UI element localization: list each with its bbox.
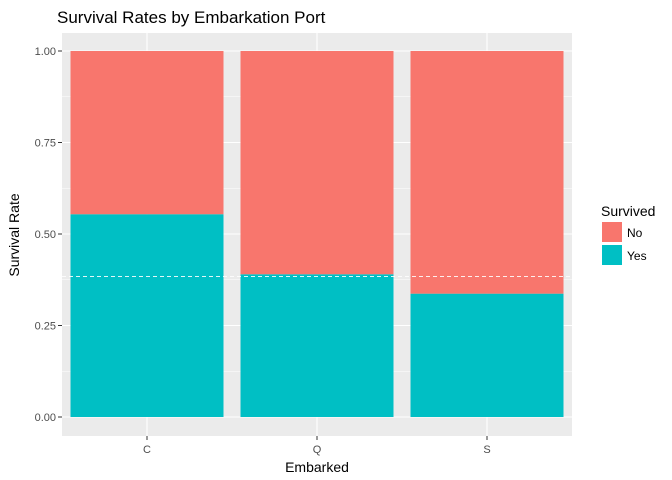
y-tick-label: 0.50: [35, 229, 56, 241]
y-axis: 0.00 0.25 0.50 0.75 1.00: [35, 46, 62, 424]
legend-key-yes: [602, 245, 622, 265]
legend-label-yes: Yes: [627, 249, 647, 263]
plot-panel: [62, 33, 572, 436]
y-axis-title: Survival Rate: [6, 193, 22, 276]
bar-C-yes: [70, 214, 224, 417]
y-tick-label: 0.00: [35, 412, 56, 424]
y-tick-label: 0.75: [35, 138, 56, 150]
y-tick-label: 0.25: [35, 321, 56, 333]
bar-Q-yes: [240, 274, 394, 417]
bar-Q-no: [240, 51, 394, 275]
bar-C-no: [70, 51, 224, 215]
x-tick-label: C: [143, 444, 151, 456]
legend-key-no: [602, 222, 622, 242]
x-tick-label: S: [483, 444, 490, 456]
legend-title: Survived: [601, 203, 655, 219]
y-tick-label: 1.00: [35, 46, 56, 58]
legend-label-no: No: [627, 226, 643, 240]
x-tick-label: Q: [313, 444, 322, 456]
legend: Survived No Yes: [601, 203, 655, 265]
bar-S-no: [410, 51, 564, 294]
x-axis-title: Embarked: [285, 459, 349, 475]
chart-title: Survival Rates by Embarkation Port: [57, 8, 326, 27]
bar-S-yes: [410, 293, 564, 417]
